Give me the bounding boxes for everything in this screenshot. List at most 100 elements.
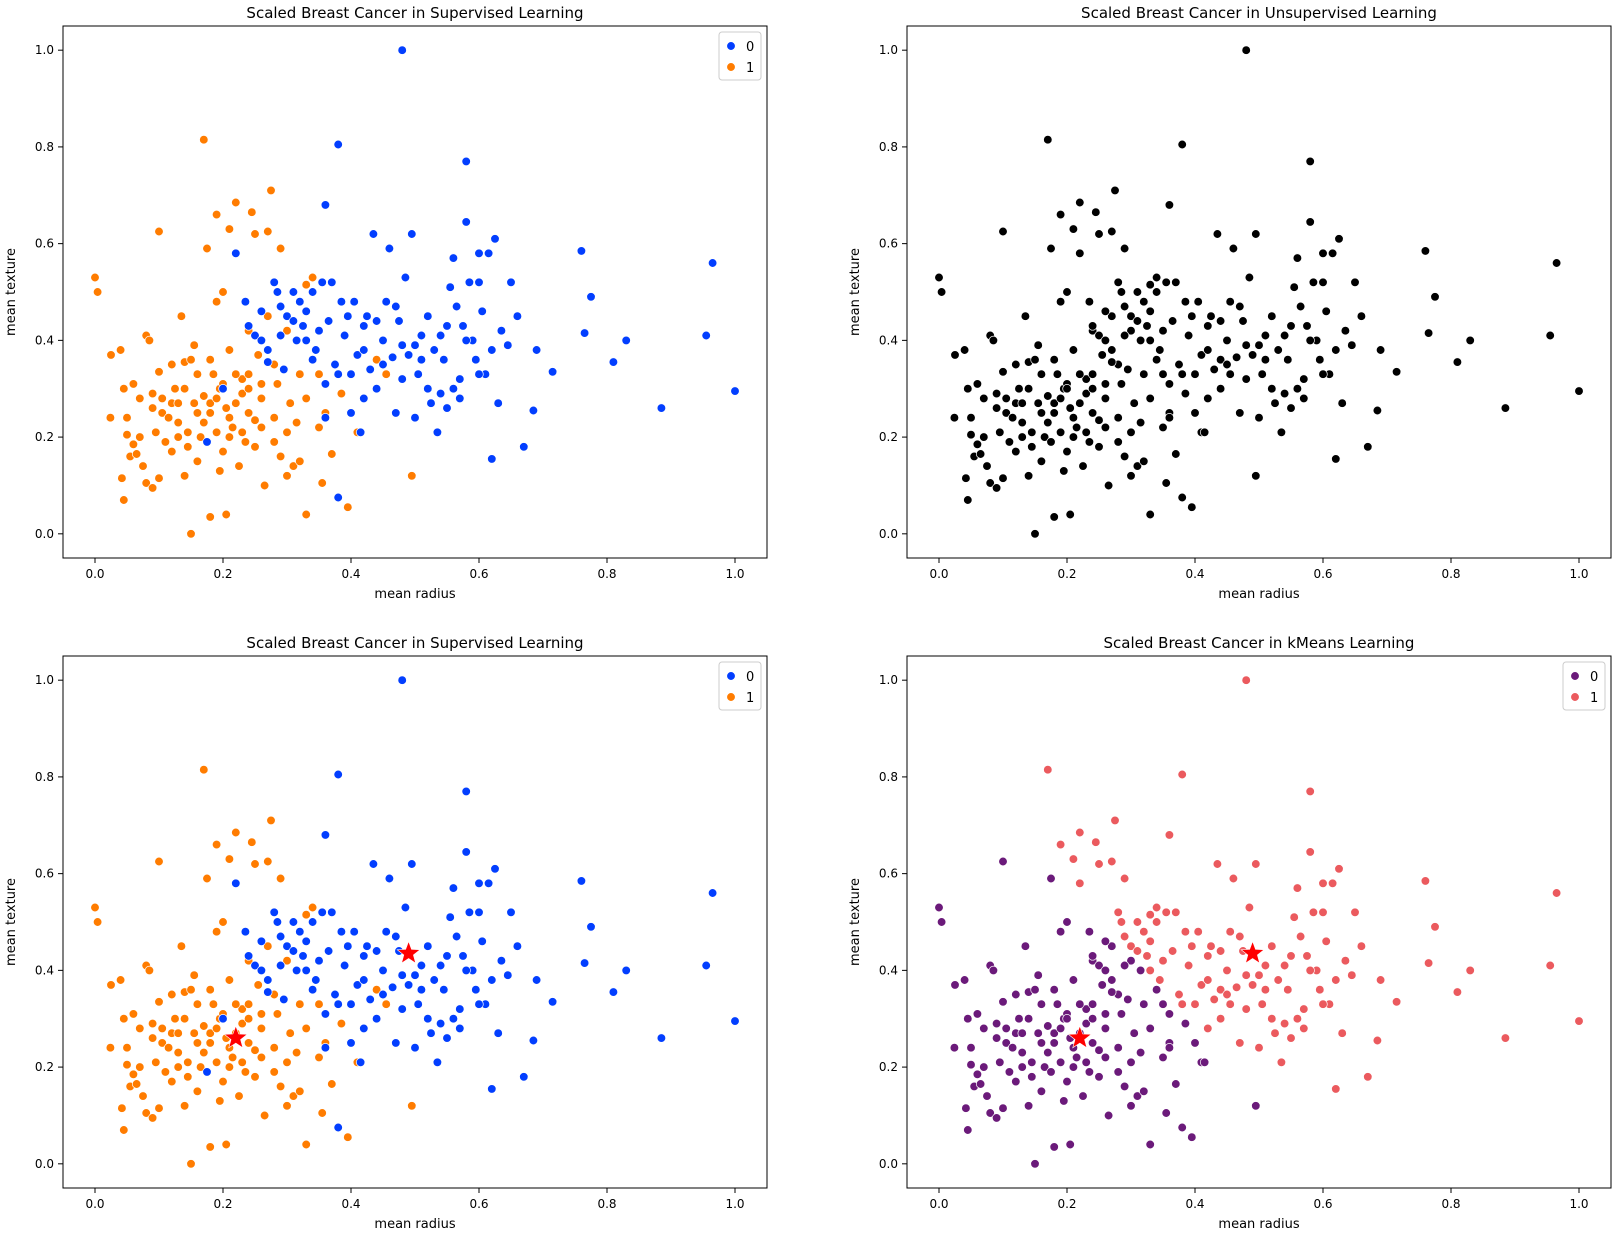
data-point xyxy=(608,357,619,367)
data-point xyxy=(1430,922,1440,932)
data-point xyxy=(1158,999,1168,1009)
data-point xyxy=(435,388,446,399)
data-point xyxy=(1212,229,1223,239)
data-point xyxy=(160,437,171,447)
data-point xyxy=(407,859,417,869)
data-point xyxy=(1094,960,1104,971)
data-point xyxy=(1276,427,1287,437)
data-point xyxy=(1075,999,1085,1009)
legend-box xyxy=(1562,661,1606,711)
data-point xyxy=(151,1057,161,1067)
data-point xyxy=(403,980,414,990)
data-point xyxy=(1286,321,1296,331)
data-point xyxy=(1363,442,1373,452)
data-point xyxy=(1027,1057,1037,1067)
data-point xyxy=(231,827,241,838)
data-point xyxy=(474,907,484,917)
y-tick-label: 0.8 xyxy=(35,140,54,154)
data-point xyxy=(1161,478,1171,488)
data-point xyxy=(205,398,215,408)
data-point xyxy=(227,422,238,433)
data-point xyxy=(256,306,267,316)
data-point xyxy=(343,311,353,321)
data-point xyxy=(221,509,231,520)
data-point xyxy=(998,856,1008,867)
data-point xyxy=(1081,388,1091,399)
data-point xyxy=(333,769,343,780)
data-point xyxy=(195,432,206,442)
data-point xyxy=(1049,1038,1059,1048)
data-point xyxy=(936,917,947,927)
data-point xyxy=(173,1062,183,1072)
data-point xyxy=(1158,1052,1168,1063)
data-point xyxy=(311,345,321,355)
data-point xyxy=(1033,398,1043,408)
data-point xyxy=(1206,941,1216,951)
data-point xyxy=(1363,1072,1373,1082)
data-point xyxy=(1055,839,1066,850)
data-point xyxy=(979,1023,989,1034)
data-point xyxy=(237,374,247,384)
data-point xyxy=(282,1057,292,1067)
data-point xyxy=(1049,1142,1059,1152)
data-point xyxy=(1347,340,1357,350)
data-point xyxy=(92,917,103,927)
data-point xyxy=(1244,272,1255,283)
x-tick-label: 1.0 xyxy=(1569,567,1588,581)
data-point xyxy=(982,1091,992,1101)
data-point xyxy=(1123,364,1133,375)
data-point xyxy=(959,345,970,355)
data-point xyxy=(170,1014,180,1024)
data-point xyxy=(1094,1072,1104,1082)
data-point xyxy=(1004,1067,1015,1077)
data-point xyxy=(119,384,129,394)
data-point xyxy=(496,956,507,966)
data-point xyxy=(1289,912,1299,922)
data-point xyxy=(1286,403,1296,413)
data-point xyxy=(1545,960,1555,971)
data-point xyxy=(291,1047,302,1058)
data-point xyxy=(215,1096,225,1106)
data-point xyxy=(371,355,382,365)
data-point xyxy=(1075,197,1085,208)
data-point xyxy=(397,374,407,384)
data-point xyxy=(243,408,254,418)
data-point xyxy=(1113,277,1123,287)
data-point xyxy=(1119,873,1130,884)
data-point xyxy=(1164,413,1175,423)
data-point xyxy=(167,989,177,1000)
data-point xyxy=(371,316,382,326)
legend-marker xyxy=(726,41,736,51)
data-point xyxy=(995,1057,1005,1067)
data-point xyxy=(1327,878,1338,888)
data-point xyxy=(1171,277,1181,287)
data-point xyxy=(1049,355,1059,365)
data-point xyxy=(333,139,343,150)
cluster-center-star xyxy=(223,1025,249,1049)
data-point xyxy=(279,364,289,375)
data-point xyxy=(272,379,283,389)
y-tick-label: 0.2 xyxy=(35,430,54,444)
y-tick-label: 0.2 xyxy=(35,1060,54,1074)
data-point xyxy=(1030,985,1040,995)
y-tick-label: 0.8 xyxy=(879,140,898,154)
data-point xyxy=(1279,960,1290,971)
data-point xyxy=(243,1038,254,1048)
data-point xyxy=(1235,931,1245,942)
data-point xyxy=(1113,1067,1123,1077)
data-point xyxy=(1420,876,1431,886)
data-point xyxy=(105,1043,116,1053)
data-point xyxy=(1078,1091,1088,1101)
data-point xyxy=(1132,287,1143,297)
data-point xyxy=(1292,384,1303,394)
data-point xyxy=(301,335,311,346)
data-point xyxy=(237,1004,247,1014)
data-point xyxy=(199,135,209,145)
data-point xyxy=(1164,830,1175,840)
data-point xyxy=(1132,316,1143,326)
data-point xyxy=(1199,427,1210,437)
data-point xyxy=(371,384,382,394)
data-point xyxy=(359,1023,369,1034)
data-point xyxy=(1145,936,1155,946)
data-point xyxy=(253,980,263,990)
